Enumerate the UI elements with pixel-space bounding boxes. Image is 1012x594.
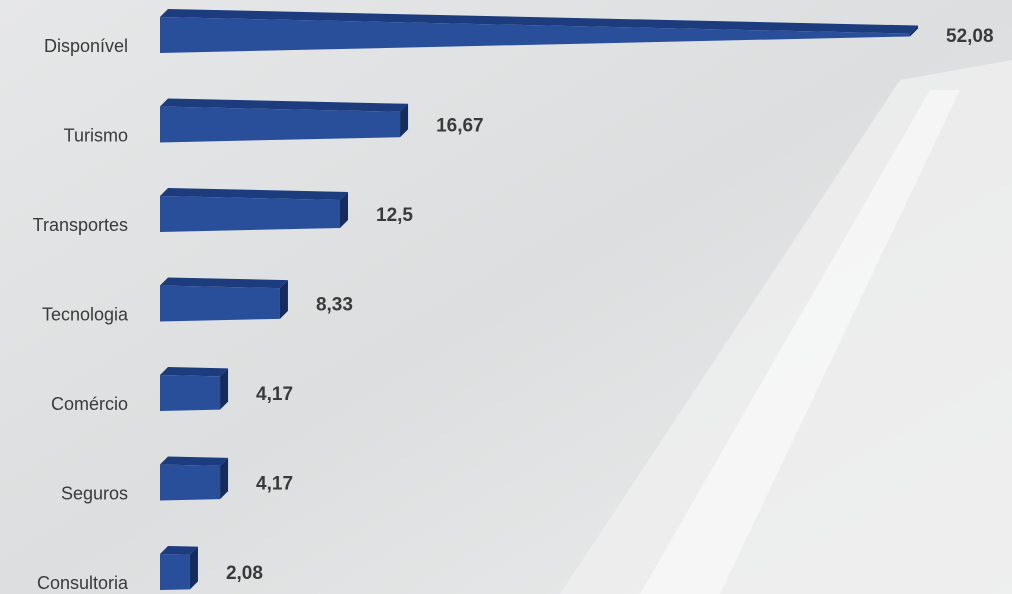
bar-end — [220, 457, 229, 500]
bar-front — [160, 375, 221, 411]
bar-end — [340, 191, 349, 229]
value-label: 12,5 — [376, 205, 413, 226]
category-label: Turismo — [64, 125, 128, 145]
background-viaduct — [640, 90, 960, 594]
bar — [160, 98, 409, 143]
category-label: Consultoria — [37, 573, 129, 593]
value-label: 16,67 — [436, 116, 484, 137]
category-label: Seguros — [61, 483, 128, 503]
bar — [160, 188, 349, 232]
bar-top — [160, 546, 198, 555]
bar — [160, 456, 229, 501]
bar-end — [279, 280, 288, 319]
bar-top — [160, 188, 349, 200]
bar-top — [160, 277, 288, 289]
bar-end — [400, 103, 409, 138]
bar-top — [160, 9, 918, 34]
bar-end — [910, 25, 918, 37]
category-label: Disponível — [44, 36, 128, 56]
value-label: 52,08 — [946, 26, 994, 47]
category-label: Comércio — [51, 394, 128, 414]
bar-front — [160, 17, 910, 53]
bar-front — [160, 106, 401, 143]
value-label: 4,17 — [256, 384, 293, 405]
bar-top — [160, 98, 409, 112]
value-label: 4,17 — [256, 474, 293, 495]
bar — [160, 277, 288, 322]
bar — [160, 367, 229, 411]
category-label: Transportes — [33, 215, 128, 235]
bar-top — [160, 456, 229, 466]
bar-front — [160, 464, 221, 501]
bar — [160, 546, 198, 590]
bar-front — [160, 196, 341, 232]
bar-front — [160, 285, 280, 322]
bar-front — [160, 554, 190, 590]
bar — [160, 9, 918, 53]
category-label: Tecnologia — [42, 304, 129, 324]
bar-top — [160, 367, 229, 377]
bar-end — [220, 368, 229, 410]
bar-end — [189, 546, 198, 590]
value-label: 8,33 — [316, 295, 353, 316]
value-label: 2,08 — [226, 563, 263, 584]
